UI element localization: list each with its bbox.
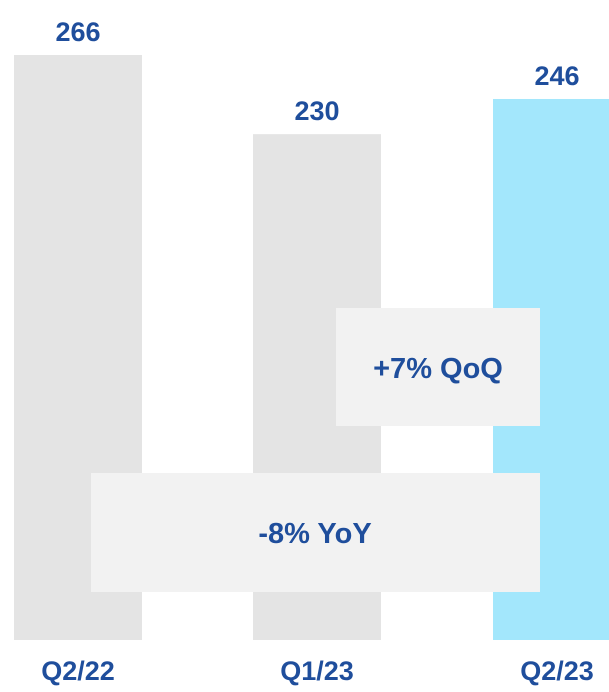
annotations-layer: +7% QoQ -8% YoY [91,308,540,592]
yoy-annotation-label: -8% YoY [258,518,371,550]
qoq-annotation-label: +7% QoQ [373,353,503,385]
bar-value-label: 266 [55,17,100,47]
yoy-annotation-box [91,473,540,592]
category-tick-label: Q2/22 [41,656,115,686]
labels-layer: 266 Q2/22 230 Q1/23 246 Q2/23 [41,17,594,686]
bar-value-label: 230 [294,96,339,126]
category-tick-label: Q1/23 [280,656,354,686]
category-tick-label: Q2/23 [520,656,594,686]
bar-value-label: 246 [534,61,579,91]
qoq-annotation-box [336,308,540,426]
